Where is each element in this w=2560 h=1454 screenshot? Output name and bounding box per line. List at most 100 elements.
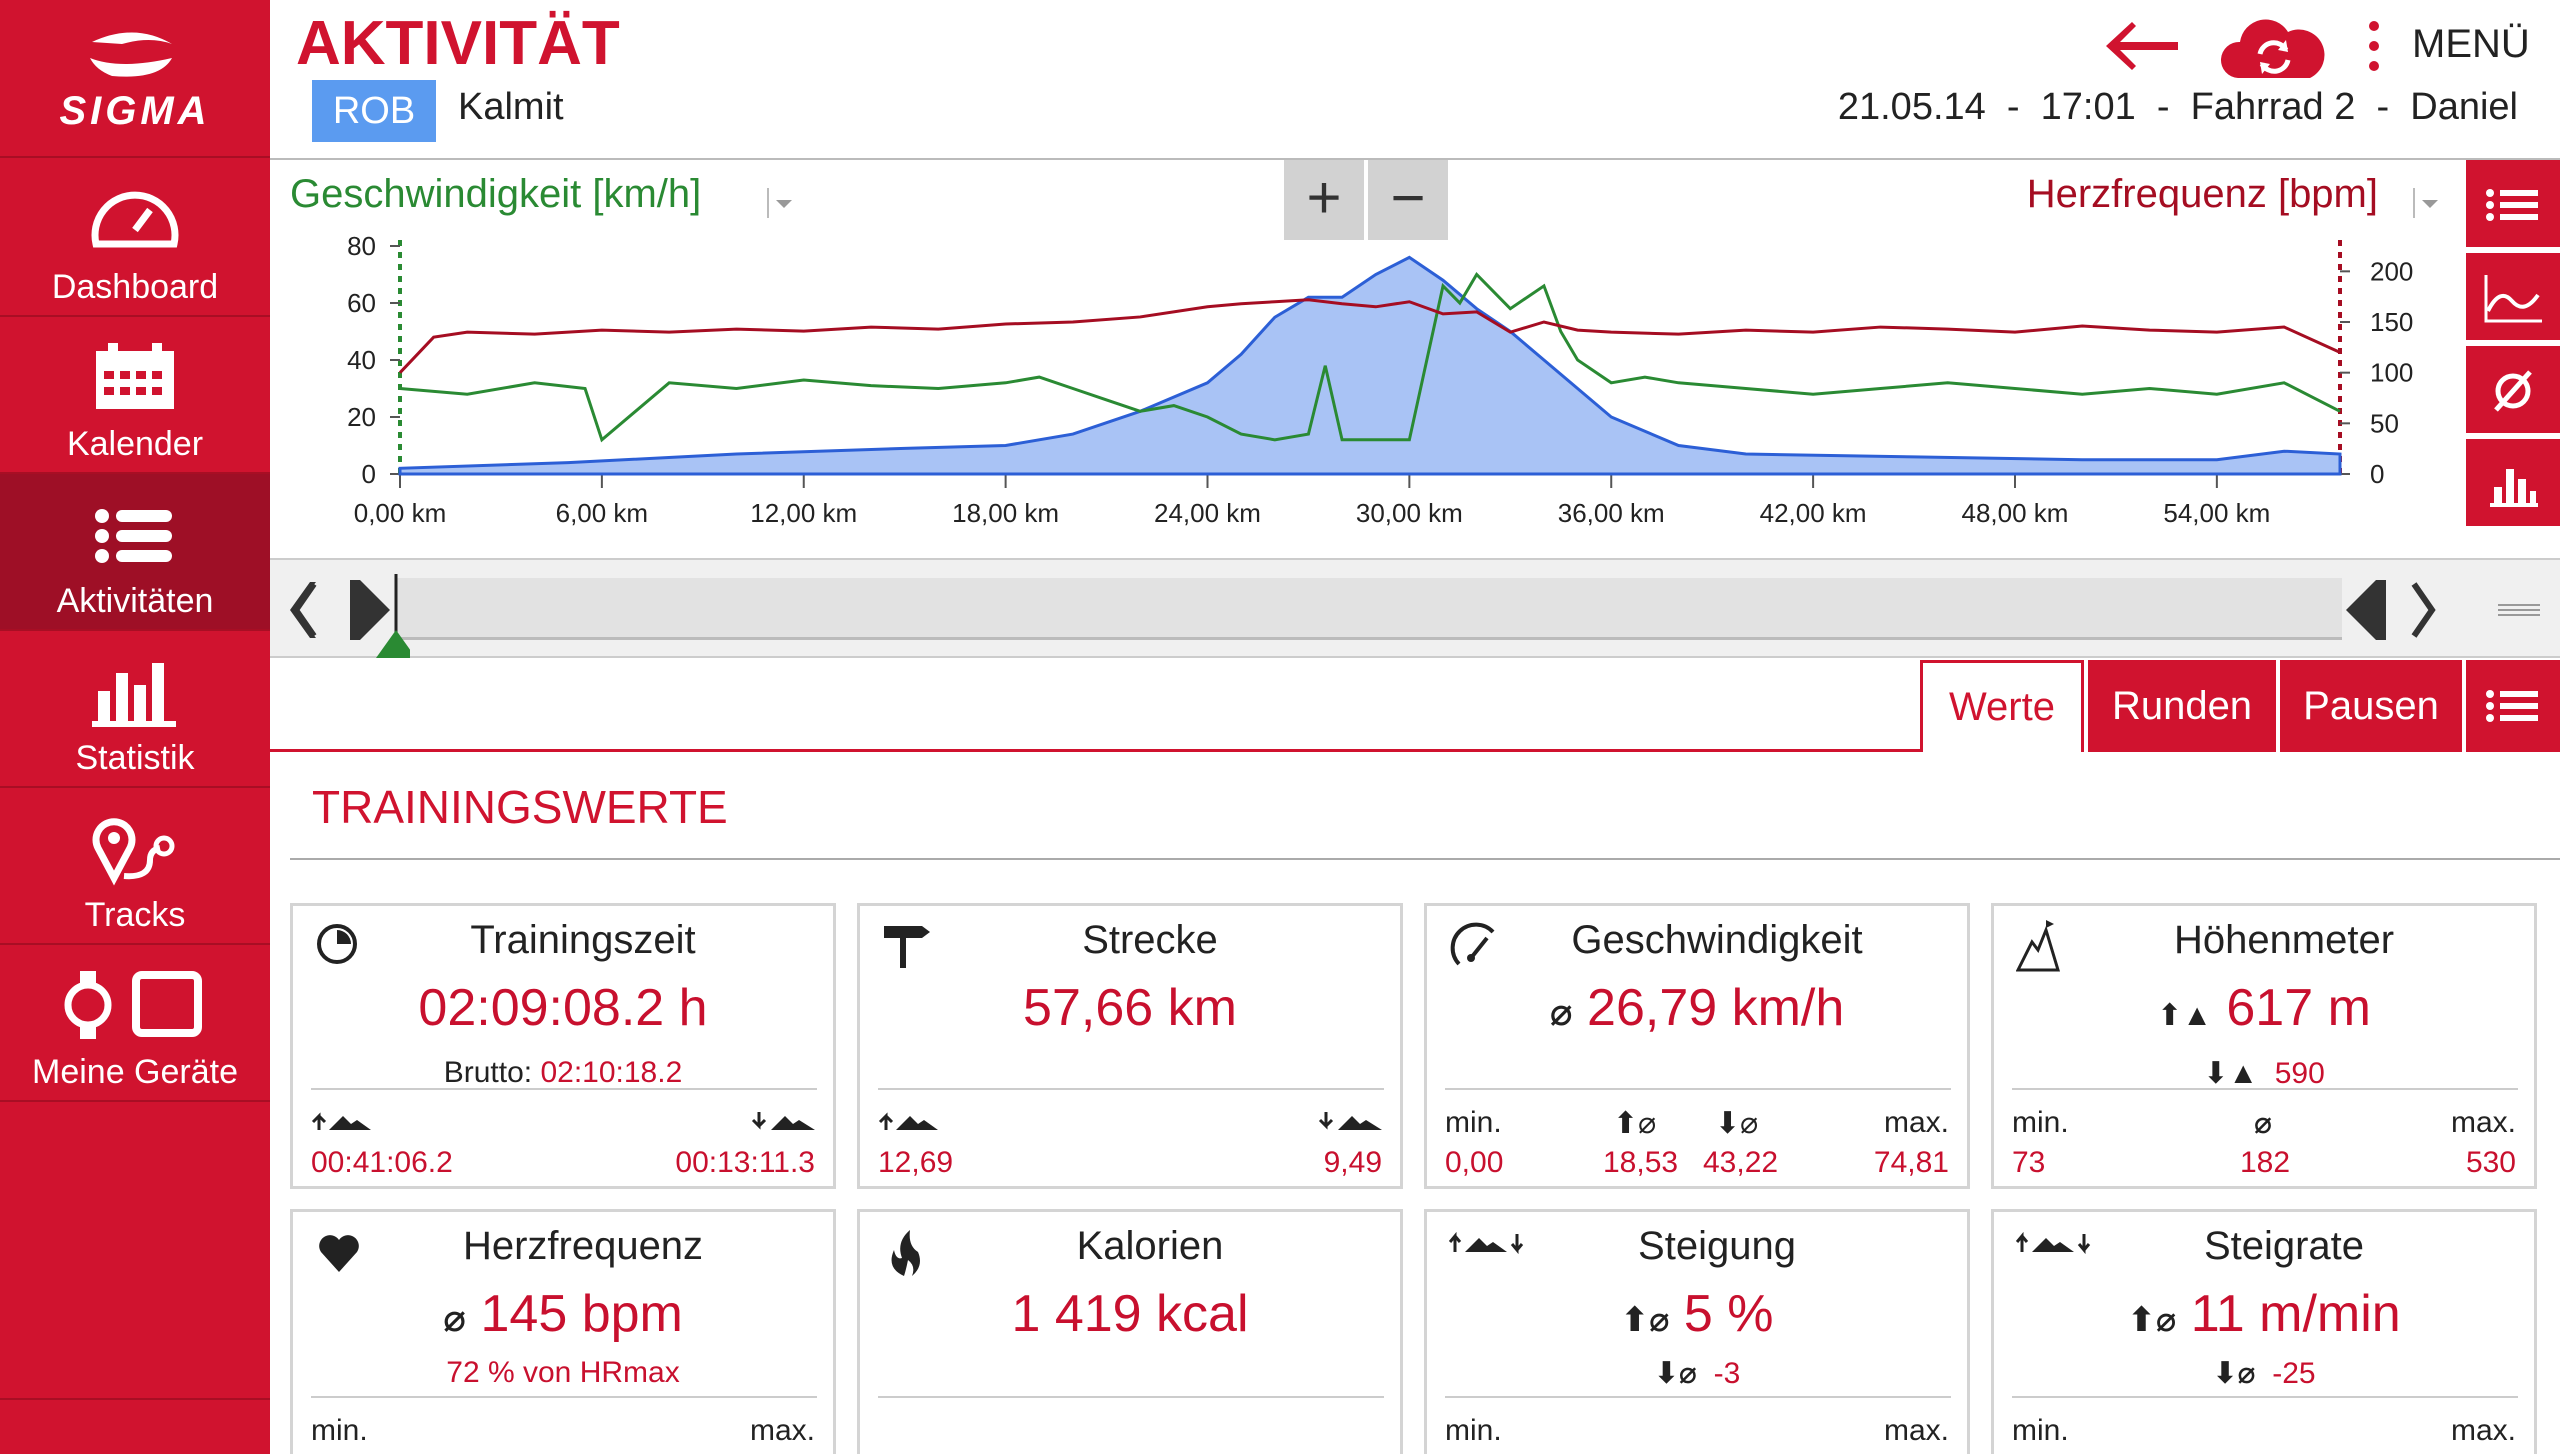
nav-dashboard[interactable]: Dashboard: [0, 160, 270, 317]
range-start-handle[interactable]: [350, 574, 410, 660]
tab-pausen[interactable]: Pausen: [2280, 660, 2462, 752]
line-chart-icon: [2484, 275, 2542, 323]
chart-average-button[interactable]: [2466, 346, 2560, 436]
section-divider: [290, 858, 2560, 860]
min-value: 0,00: [1445, 1146, 1504, 1179]
nav-kalender[interactable]: Kalender: [0, 317, 270, 474]
x-tick-label: 42,00 km: [1760, 498, 1867, 528]
section-title: TRAININGSWERTE: [312, 781, 728, 833]
tab-underline: [270, 749, 1920, 752]
downhill-icon: [751, 1112, 815, 1130]
incline-icon: [1449, 1231, 1524, 1255]
card-value-row: ⬆▲ 617 m: [1994, 978, 2534, 1038]
card-steigrate[interactable]: Steigrate ⬆⌀ 11 m/min ⬇⌀ -25 min. max.: [1991, 1209, 2537, 1454]
sidebar: SIGMA Dashboard Kalender: [0, 0, 270, 1454]
sport-badge[interactable]: ROB: [312, 80, 436, 142]
list-icon: [2486, 690, 2538, 722]
back-arrow-icon[interactable]: [2102, 14, 2182, 78]
card-hoehenmeter[interactable]: Höhenmeter ⬆▲ 617 m ⬇▲ 590 min. ⌀ max. 7…: [1991, 903, 2537, 1189]
card-strecke[interactable]: Strecke 57,66 km 12,69 9,49: [857, 903, 1403, 1189]
nav-aktivitaeten[interactable]: Aktivitäten: [0, 474, 270, 631]
chevron-right-icon[interactable]: [2410, 580, 2440, 640]
card-kalorien[interactable]: Kalorien 1 419 kcal: [857, 1209, 1403, 1454]
card-steigung[interactable]: Steigung ⬆⌀ 5 % ⬇⌀ -3 min. max.: [1424, 1209, 1970, 1454]
header-divider: [270, 158, 2560, 160]
chart-line-button[interactable]: [2466, 253, 2560, 343]
zoom-in-button[interactable]: +: [1284, 160, 1364, 240]
nav-meine-geraete-label: Meine Geräte: [32, 1053, 238, 1091]
x-tick-label: 24,00 km: [1154, 498, 1261, 528]
page-title: AKTIVITÄT: [296, 9, 620, 78]
list-icon: [2486, 189, 2538, 221]
dashboard-icon: [91, 191, 179, 248]
zoom-out-button[interactable]: −: [1368, 160, 1448, 240]
range-end-handle[interactable]: [2342, 580, 2388, 640]
tab-runden[interactable]: Runden: [2088, 660, 2276, 752]
tab-list-view[interactable]: [2466, 660, 2560, 752]
chevron-down-icon[interactable]: [766, 188, 796, 218]
speedometer-icon: [1450, 922, 1495, 966]
drag-handle-icon[interactable]: [2496, 600, 2542, 620]
calendar-icon: [96, 343, 174, 409]
card-herzfrequenz[interactable]: Herzfrequenz ⌀ 145 bpm 72 % von HRmax mi…: [290, 1209, 836, 1454]
chevron-left-icon[interactable]: [288, 580, 318, 640]
card-geschwindigkeit[interactable]: Geschwindigkeit ⌀ 26,79 km/h min. ⬆⌀ ⬇⌀ …: [1424, 903, 1970, 1189]
card-trainingszeit[interactable]: Trainingszeit 02:09:08.2 h Brutto: 02:10…: [290, 903, 836, 1189]
nav-tracks[interactable]: Tracks: [0, 788, 270, 945]
card-title: Höhenmeter: [2173, 918, 2395, 962]
downhill-icon: ⬇▲: [2203, 1057, 2259, 1090]
y-right-tick-label: 150: [2370, 307, 2413, 337]
left-metric-selector[interactable]: Geschwindigkeit [km/h]: [290, 172, 702, 216]
card-value-row: ⌀ 145 bpm: [293, 1284, 833, 1344]
max-label: max.: [749, 1414, 815, 1447]
card-value: 617 m: [2226, 979, 2371, 1037]
chart-bar-button[interactable]: [2466, 439, 2560, 529]
x-tick-label: 18,00 km: [952, 498, 1059, 528]
x-tick-label: 48,00 km: [1962, 498, 2069, 528]
downhill-time: 00:13:11.3: [675, 1146, 815, 1179]
x-tick-label: 0,00 km: [354, 498, 447, 528]
uphill-average-icon: ⬆⌀: [2127, 1301, 2177, 1339]
downhill-average-icon: ⬇⌀: [1715, 1107, 1759, 1140]
cloud-sync-icon[interactable]: [2218, 12, 2328, 82]
right-metric-selector[interactable]: Herzfrequenz [bpm]: [2026, 172, 2378, 216]
card-title: Trainingszeit: [470, 918, 696, 962]
max-label: max.: [1883, 1106, 1949, 1139]
chevron-down-icon[interactable]: [2412, 188, 2442, 218]
menu-button[interactable]: MENÜ: [2364, 16, 2544, 76]
brutto-value: 02:10:18.2: [540, 1056, 683, 1089]
downhill-row: ⬇▲ 590: [1994, 1056, 2534, 1091]
downhill-row: ⬇⌀ -3: [1427, 1356, 1967, 1391]
hrmax-percent: 72 % von HRmax: [446, 1356, 680, 1389]
average-icon: [2494, 370, 2532, 412]
min-label: min.: [2012, 1414, 2069, 1447]
uphill-icon: [311, 1112, 371, 1130]
heart-icon: [319, 1235, 359, 1272]
range-scrubber[interactable]: [270, 558, 2560, 658]
card-divider: [878, 1088, 1384, 1090]
downhill-value: 590: [2274, 1057, 2325, 1090]
min-label: min.: [1445, 1106, 1502, 1139]
uphill-distance: 12,69: [878, 1146, 954, 1179]
nav-kalender-label: Kalender: [66, 425, 204, 463]
nav-statistik[interactable]: Statistik: [0, 631, 270, 788]
nav-meine-geraete[interactable]: Meine Geräte: [0, 945, 270, 1102]
activity-chart[interactable]: 0 20 40 60 80 0 50 100 150 200 0,00 km 6,00 km 12,00…: [270, 230, 2460, 550]
nav-dashboard-label: Dashboard: [51, 268, 219, 306]
card-divider: [2012, 1396, 2518, 1398]
card-title: Strecke: [1082, 918, 1218, 962]
card-divider: [311, 1396, 817, 1398]
scrubber-track[interactable]: [396, 578, 2342, 640]
y-right-tick-label: 200: [2370, 256, 2413, 286]
downhill-average-icon: ⬇⌀: [2212, 1357, 2256, 1390]
uphill-average-value: 18,53: [1603, 1146, 1679, 1179]
devices-icon: [64, 971, 202, 1039]
uphill-icon: [878, 1112, 938, 1130]
min-value: 73: [2012, 1146, 2046, 1179]
chart-legend-button[interactable]: [2466, 160, 2560, 250]
x-tick-label: 6,00 km: [556, 498, 649, 528]
tab-werte[interactable]: Werte: [1920, 660, 2084, 752]
y-right-tick-label: 50: [2370, 408, 2399, 438]
altitude-area: [398, 255, 2342, 476]
x-tick-label: 54,00 km: [2163, 498, 2270, 528]
